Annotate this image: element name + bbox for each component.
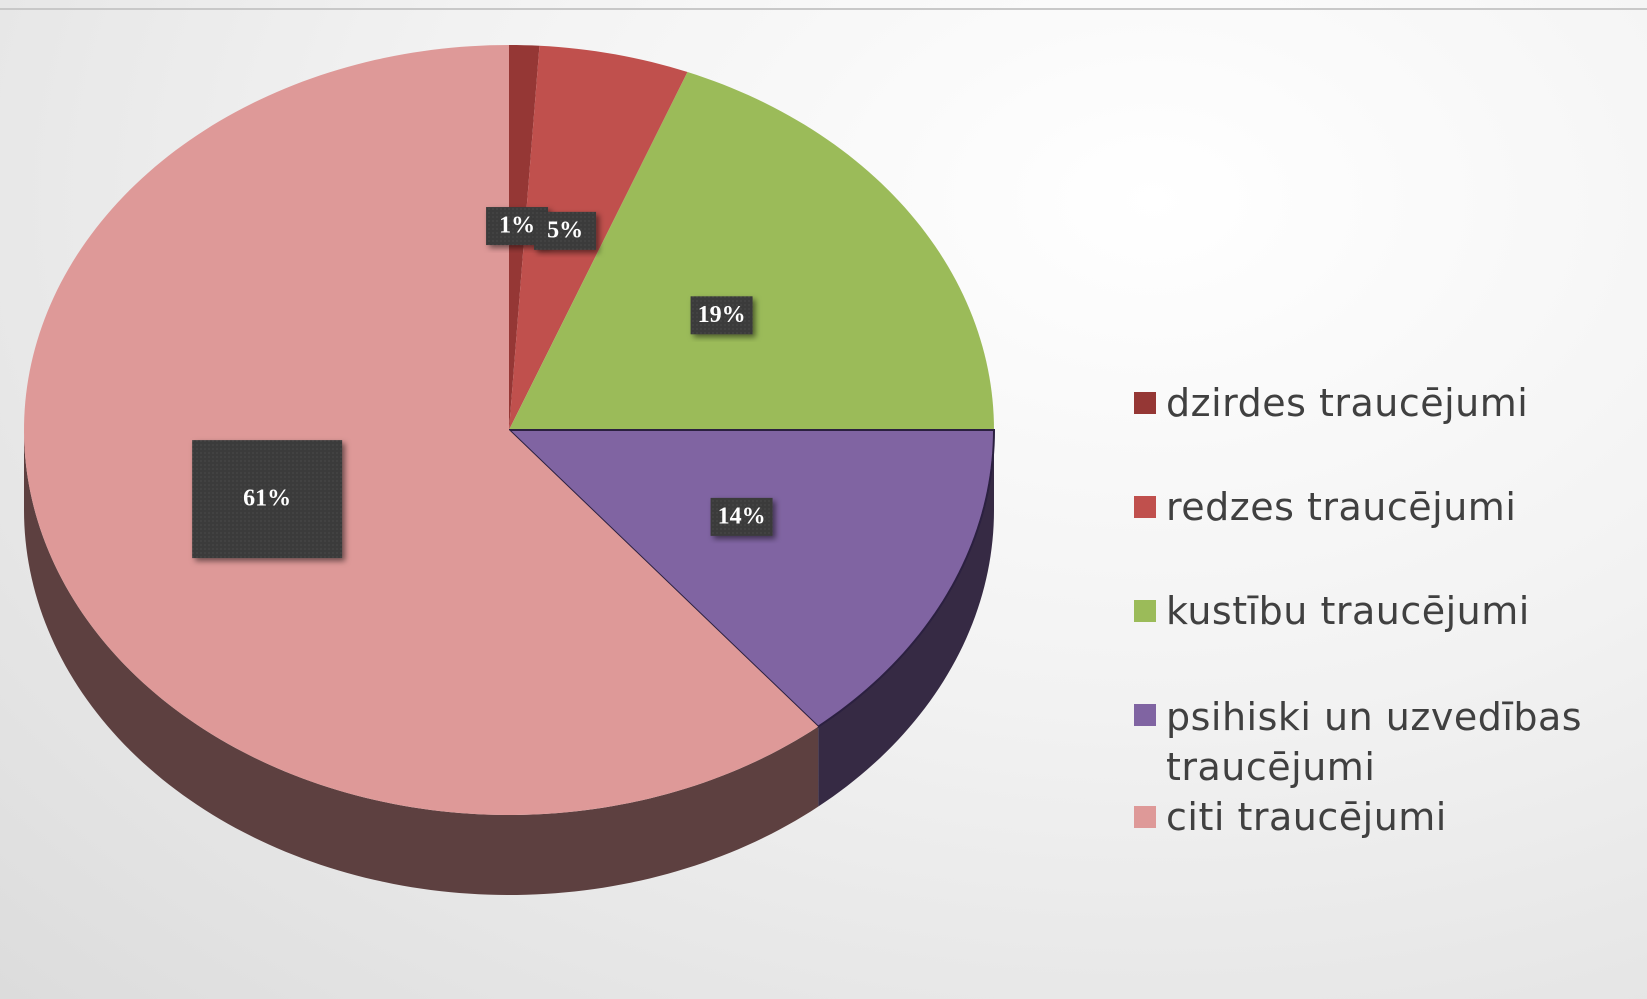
value-label: 61% [243,486,291,512]
value-label: 1% [499,213,535,239]
legend-label: citi traucējumi [1166,795,1447,839]
value-label: 14% [718,503,766,529]
border-line [0,8,1647,10]
legend-swatch [1134,496,1156,518]
legend-label: dzirdes traucējumi [1166,381,1529,425]
pie-chart: 1% 5% 19% 14% 61% [24,45,996,895]
legend-item: citi traucējumi [1134,794,1647,840]
legend-item: redzes traucējumi [1134,484,1647,530]
value-label-box [534,211,597,250]
legend-label: psihiski un uzvedības traucējumi [1166,695,1583,789]
legend-swatch [1134,704,1156,726]
slice [506,429,996,728]
value-label-box [690,296,753,335]
legend-swatch [1134,392,1156,414]
legend-label: redzes traucējumi [1166,485,1517,529]
slice [509,72,994,430]
slice [24,45,819,815]
legend: dzirdes traucējumi redzes traucējumi kustī… [1134,380,1647,898]
value-label-box [710,497,773,536]
value-label: 5% [547,217,583,243]
value-label: 19% [698,302,746,328]
legend-swatch [1134,806,1156,828]
legend-item: kustību traucējumi [1134,588,1647,634]
value-label-box [192,440,343,559]
legend-swatch [1134,600,1156,622]
legend-item: dzirdes traucējumi [1134,380,1647,426]
legend-item: psihiski un uzvedības traucējumi [1134,692,1647,792]
slice-side [24,430,819,895]
legend-label: kustību traucējumi [1166,589,1530,633]
slice [509,45,688,431]
slice-side [818,430,994,807]
